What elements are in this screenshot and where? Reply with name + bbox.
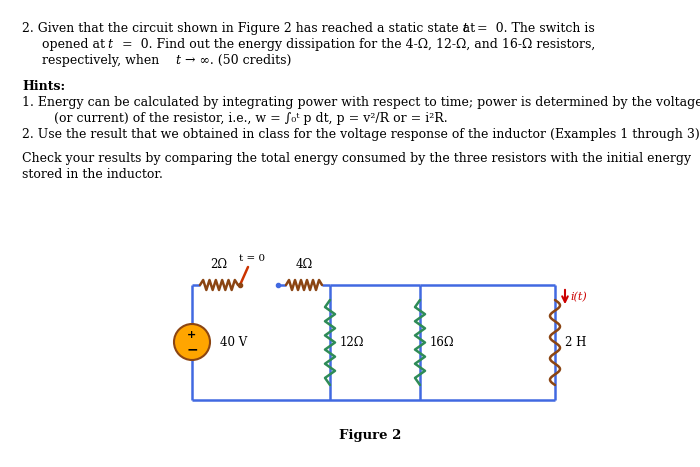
Text: 2. Given that the circuit shown in Figure 2 has reached a static state at: 2. Given that the circuit shown in Figur… [22,22,479,35]
Text: =  0. Find out the energy dissipation for the 4-Ω, 12-Ω, and 16-Ω resistors,: = 0. Find out the energy dissipation for… [114,38,595,51]
Text: Figure 2: Figure 2 [339,429,401,441]
Text: t = 0: t = 0 [239,254,265,263]
Circle shape [174,324,210,360]
Text: 16Ω: 16Ω [430,335,454,348]
Text: 40 V: 40 V [220,335,247,348]
Text: stored in the inductor.: stored in the inductor. [22,168,163,181]
Text: Hints:: Hints: [22,80,65,93]
Text: → ∞. (50 credits): → ∞. (50 credits) [181,54,291,67]
Text: opened at: opened at [42,38,109,51]
Text: t: t [462,22,467,35]
Text: 4Ω: 4Ω [295,258,313,271]
Text: (or current) of the resistor, i.e., w = ∫₀ᵗ p dt, p = v²/R or = i²R.: (or current) of the resistor, i.e., w = … [42,112,447,125]
Text: respectively, when: respectively, when [42,54,163,67]
Text: 2. Use the result that we obtained in class for the voltage response of the indu: 2. Use the result that we obtained in cl… [22,128,700,141]
Text: 1. Energy can be calculated by integrating power with respect to time; power is : 1. Energy can be calculated by integrati… [22,96,700,109]
Text: i(t): i(t) [570,292,587,302]
Text: t: t [175,54,180,67]
Text: =  0. The switch is: = 0. The switch is [469,22,595,35]
Text: −: − [186,342,198,356]
Text: 12Ω: 12Ω [340,335,365,348]
Text: 2Ω: 2Ω [211,258,228,271]
Text: t: t [107,38,112,51]
Text: 2 H: 2 H [565,335,587,348]
Text: Check your results by comparing the total energy consumed by the three resistors: Check your results by comparing the tota… [22,152,691,165]
Text: +: + [188,330,197,340]
